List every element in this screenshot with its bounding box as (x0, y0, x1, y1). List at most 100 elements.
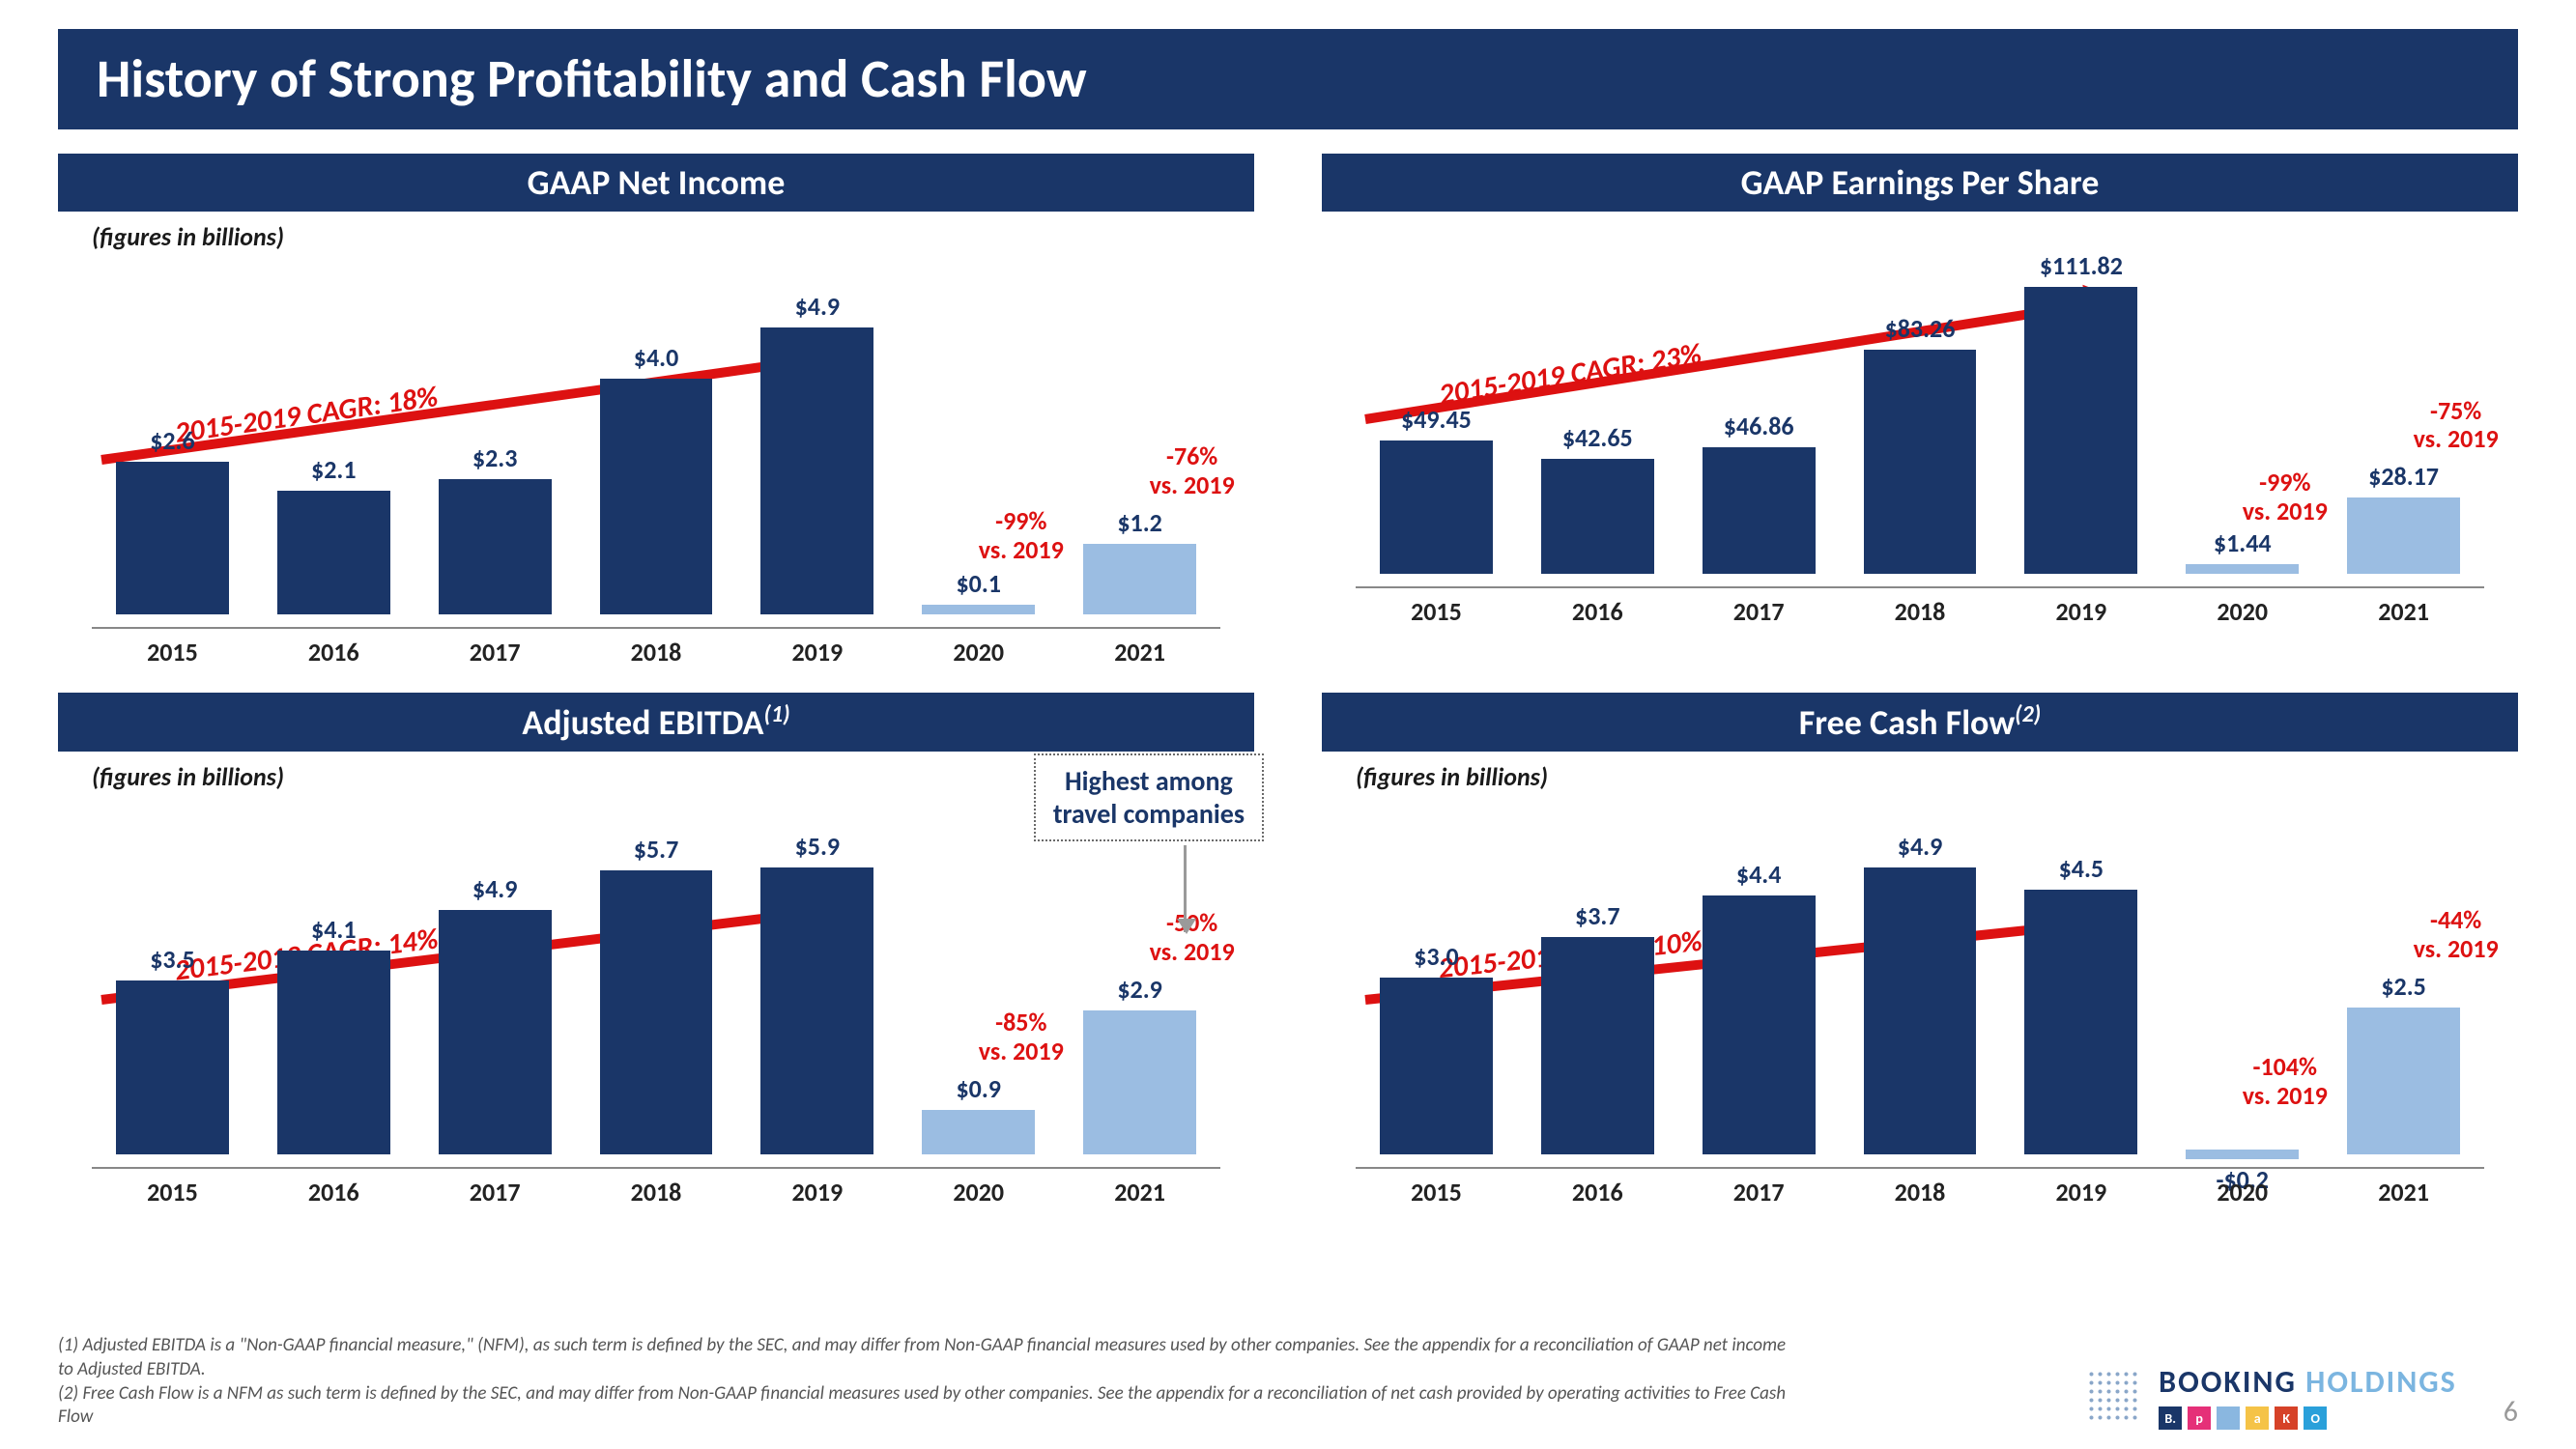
chart-area: 2015-2019 CAGR: 23%$49.45$42.65$46.86$83… (1322, 212, 2518, 627)
x-label: 2017 (1678, 588, 1840, 627)
bar-value-label: $0.9 (956, 1073, 1000, 1104)
chart-title: GAAP Earnings Per Share (1322, 154, 2518, 212)
bar (1864, 867, 1977, 1154)
chart-panel-ebitda: Adjusted EBITDA(1)(figures in billions)2… (58, 693, 1254, 1208)
x-label: 2016 (253, 1169, 415, 1208)
bar (1541, 459, 1654, 574)
bar-value-label: $4.9 (472, 873, 517, 904)
bar-slot: $5.7 (576, 831, 737, 1154)
page-number: 6 (2504, 1394, 2518, 1430)
bar-value-label: $0.1 (956, 568, 1000, 599)
bar-slot: $49.45 (1356, 250, 1517, 574)
x-label: 2019 (736, 629, 898, 668)
bar (277, 951, 390, 1154)
bar-value-label: $111.82 (2040, 250, 2123, 281)
bar-value-label: $83.26 (1885, 313, 1956, 344)
bar (2347, 1008, 2460, 1154)
bar-slot: $111.82 (2000, 250, 2161, 574)
chart-title: GAAP Net Income (58, 154, 1254, 212)
footer: (1) Adjusted EBITDA is a "Non-GAAP finan… (58, 1334, 2518, 1430)
chart-title-sup: (2) (2015, 700, 2041, 728)
bar-slot: $4.4 (1678, 831, 1840, 1154)
bar-slot: $4.9 (415, 831, 576, 1154)
chart-title: Free Cash Flow(2) (1322, 693, 2518, 752)
bar (1703, 895, 1816, 1154)
bar-value-label: $49.45 (1401, 404, 1472, 435)
chart-subcaption: (figures in billions) (1322, 752, 2518, 792)
bar-slot: $4.5 (2000, 831, 2161, 1154)
bar (1380, 978, 1493, 1154)
bar-slot: $83.26 (1840, 250, 2001, 574)
brand-icon: a (2246, 1406, 2269, 1430)
bar-value-label: $2.9 (1117, 974, 1161, 1005)
footnotes: (1) Adjusted EBITDA is a "Non-GAAP finan… (58, 1334, 1797, 1430)
bar (922, 605, 1035, 614)
change-annotation: -104%vs. 2019 (2243, 1053, 2328, 1111)
bar (1541, 937, 1654, 1154)
bar (277, 491, 390, 614)
bar (1380, 440, 1493, 574)
bar-slot: $3.7 (1517, 831, 1678, 1154)
x-label: 2015 (1356, 1169, 1517, 1208)
chart-grid: GAAP Net Income(figures in billions)2015… (58, 154, 2518, 1208)
x-label: 2015 (92, 629, 253, 668)
bars: $3.5$4.1$4.9$5.7$5.9$0.9$2.9 (92, 831, 1220, 1154)
bar-value-label: $2.6 (150, 425, 194, 456)
bar (760, 327, 873, 614)
brand-icons: B.paKO (2159, 1406, 2457, 1430)
x-label: 2020 (898, 629, 1059, 668)
x-label: 2016 (1517, 1169, 1678, 1208)
chart-panel-net_income: GAAP Net Income(figures in billions)2015… (58, 154, 1254, 668)
change-annotation: -99%vs. 2019 (979, 507, 1064, 565)
bar (922, 1110, 1035, 1154)
bar-slot: $0.1 (898, 291, 1059, 614)
bar-slot: $0.9 (898, 831, 1059, 1154)
x-label: 2021 (1059, 1169, 1220, 1208)
bar-slot: $46.86 (1678, 250, 1840, 574)
x-label: 2017 (415, 1169, 576, 1208)
change-annotation: -44%vs. 2019 (2414, 906, 2499, 964)
bar-value-label: $4.9 (795, 291, 840, 322)
change-annotation: -85%vs. 2019 (979, 1009, 1064, 1066)
bar-value-label: $46.86 (1724, 411, 1794, 441)
bar-value-label: $4.0 (634, 342, 678, 373)
brand-name-strong: BOOKING (2159, 1363, 2297, 1401)
x-label: 2020 (2161, 588, 2323, 627)
chart-area: 2015-2019 CAGR: 10%$3.0$3.7$4.4$4.9$4.5-… (1322, 792, 2518, 1208)
x-label: 2019 (2000, 588, 2161, 627)
bar (760, 867, 873, 1154)
x-label: 2019 (736, 1169, 898, 1208)
x-label: 2020 (2161, 1169, 2323, 1208)
x-label: 2021 (2323, 1169, 2484, 1208)
change-annotation: -50%vs. 2019 (1150, 909, 1235, 967)
bar-slot: $2.1 (253, 291, 415, 614)
bar-slot: $3.5 (92, 831, 253, 1154)
chart-title-sup: (1) (763, 700, 789, 728)
x-label: 2018 (576, 629, 737, 668)
brand-name: BOOKING HOLDINGS (2159, 1363, 2457, 1401)
bar (116, 462, 229, 614)
bar (1703, 447, 1816, 574)
bar (2024, 287, 2137, 574)
x-label: 2019 (2000, 1169, 2161, 1208)
x-label: 2016 (253, 629, 415, 668)
footnote-1: (1) Adjusted EBITDA is a "Non-GAAP finan… (58, 1334, 1797, 1381)
brand-dot-grid-icon (2087, 1370, 2141, 1424)
bar-value-label: $4.1 (311, 914, 356, 945)
bar (1083, 1010, 1196, 1154)
bar (2186, 564, 2299, 574)
change-annotation: -99%vs. 2019 (2243, 469, 2328, 526)
footnote-2: (2) Free Cash Flow is a NFM as such term… (58, 1382, 1797, 1430)
bar-value-label: $2.1 (311, 454, 356, 485)
callout-pointer-icon (1184, 845, 1187, 932)
bar-value-label: $5.7 (634, 834, 678, 865)
bar (1083, 544, 1196, 614)
bar-value-label: $42.65 (1562, 422, 1633, 453)
chart-area: 2015-2019 CAGR: 18%$2.6$2.1$2.3$4.0$4.9$… (58, 252, 1254, 668)
brand-block: BOOKING HOLDINGS B.paKO (2159, 1363, 2457, 1430)
x-axis: 2015201620172018201920202021 (1356, 586, 2484, 627)
bar-slot: $4.9 (1840, 831, 2001, 1154)
brand-icon: B. (2159, 1406, 2182, 1430)
bars: $2.6$2.1$2.3$4.0$4.9$0.1$1.2 (92, 291, 1220, 614)
brand-icon (2217, 1406, 2240, 1430)
